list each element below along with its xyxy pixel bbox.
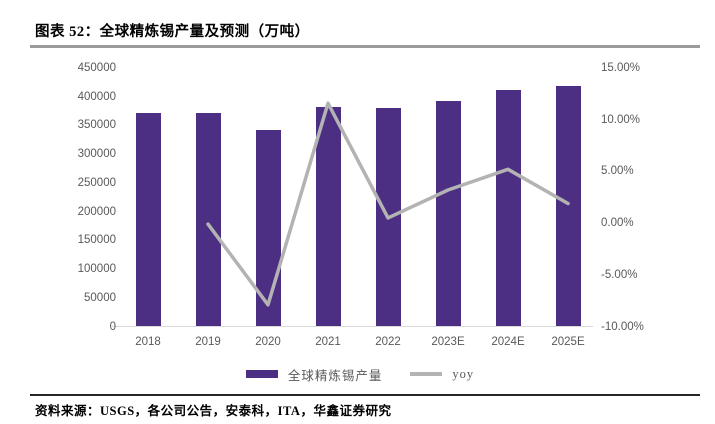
x-axis-label-2021: 2021 [315,336,341,348]
x-axis-label-2022: 2022 [375,336,401,348]
x-axis-label-2023E: 2023E [431,336,465,348]
legend-line-label: yoy [452,366,475,381]
left-axis-tick: 300000 [77,148,116,161]
x-axis-label-2020: 2020 [255,336,281,348]
left-axis-tick: 250000 [77,176,116,189]
right-axis-tick: 0.00% [601,217,634,230]
left-axis-tick: 450000 [77,62,116,74]
bar-2024E [495,90,521,327]
left-axis-tick: 100000 [77,263,116,276]
bar-2019 [195,113,221,327]
x-axis-line [112,326,593,327]
title-divider [30,45,700,48]
left-axis-tick: 400000 [77,90,116,103]
x-axis-label-2024E: 2024E [491,336,525,348]
legend-bar-swatch-icon [245,370,278,378]
left-axis-tick: 200000 [77,205,116,218]
right-axis-tick: 5.00% [601,165,634,178]
x-axis-label-2025E: 2025E [551,336,585,348]
left-axis-tick: 50000 [84,291,116,304]
bar-2018 [135,112,161,327]
x-axis-label-2018: 2018 [135,336,161,348]
right-axis-tick: -10.00% [601,320,644,333]
bar-2025E [555,86,581,327]
yoy-polyline [206,101,570,307]
source-note: 资料来源：USGS，各公司公告，安泰科，ITA，华鑫证券研究 [35,404,392,418]
right-axis-tick: 15.00% [601,62,641,74]
left-axis-tick: 0 [109,320,116,333]
left-axis-tick: 350000 [77,119,116,132]
x-axis-label-2019: 2019 [195,336,221,348]
legend-bar-label: 全球精炼锡产量 [287,368,383,383]
bar-2021 [315,107,341,327]
left-axis-tick: 150000 [77,234,116,247]
legend-line-swatch-icon [410,372,443,376]
bar-2023E [435,101,461,327]
figure-title: 图表 52：全球精炼锡产量及预测（万吨） [35,24,310,40]
right-axis-tick: 10.00% [601,113,641,126]
footer-divider [30,394,700,396]
chart-legend: 全球精炼锡产量 yoy [90,364,630,384]
right-axis-tick: -5.00% [601,268,638,281]
